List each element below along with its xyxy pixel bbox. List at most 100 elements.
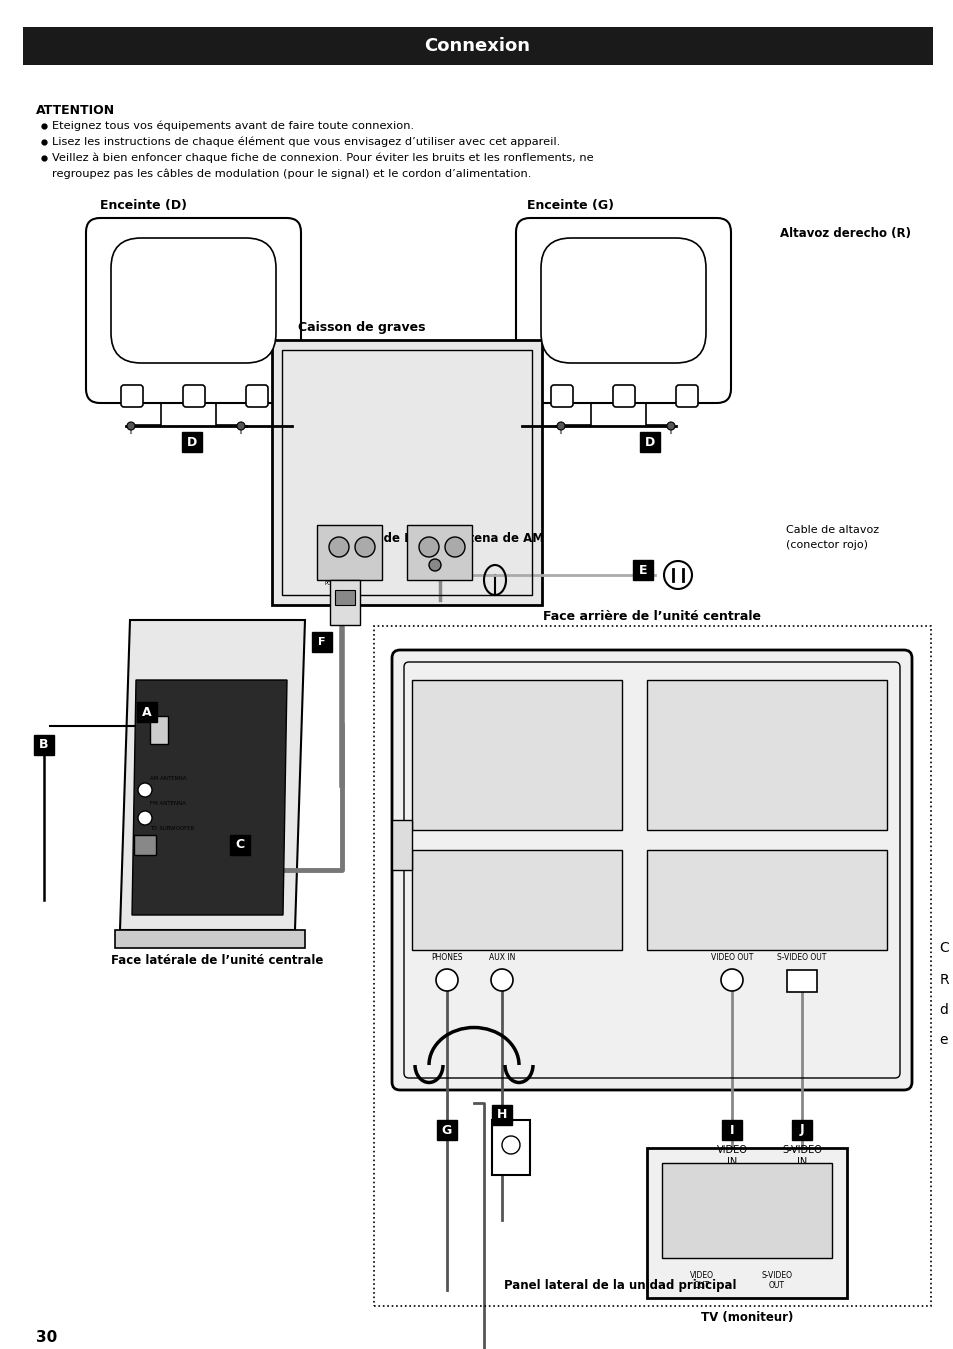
Text: On: On xyxy=(334,583,343,590)
Text: F: F xyxy=(318,637,325,648)
Text: B: B xyxy=(39,738,49,751)
Polygon shape xyxy=(132,680,287,915)
Bar xyxy=(150,716,168,745)
Circle shape xyxy=(444,537,464,557)
Text: (conector rojo): (conector rojo) xyxy=(785,540,867,550)
Text: G: G xyxy=(441,1124,452,1136)
FancyBboxPatch shape xyxy=(246,384,268,407)
Circle shape xyxy=(329,537,349,557)
Bar xyxy=(182,432,202,452)
Text: Panel lateral de la unidad principal: Panel lateral de la unidad principal xyxy=(503,1279,736,1291)
FancyBboxPatch shape xyxy=(111,237,275,363)
FancyBboxPatch shape xyxy=(551,384,573,407)
Bar xyxy=(330,580,359,625)
Text: J: J xyxy=(799,1124,803,1136)
FancyBboxPatch shape xyxy=(183,384,205,407)
Bar xyxy=(34,735,54,755)
Text: VIDEO
OUT: VIDEO OUT xyxy=(689,1271,713,1290)
Text: 30: 30 xyxy=(36,1330,57,1345)
Text: Face arrière de l’unité centrale: Face arrière de l’unité centrale xyxy=(543,610,760,622)
Text: S-VIDEO
OUT: S-VIDEO OUT xyxy=(760,1271,792,1290)
Circle shape xyxy=(138,782,152,797)
Circle shape xyxy=(429,558,440,571)
Bar xyxy=(115,929,305,948)
Bar xyxy=(374,626,930,1306)
Text: AM ANTENNA: AM ANTENNA xyxy=(150,776,187,781)
Text: E: E xyxy=(639,564,646,576)
Text: FM ANTENNA: FM ANTENNA xyxy=(150,801,186,805)
Text: VIDEO OUT: VIDEO OUT xyxy=(710,952,753,962)
Circle shape xyxy=(355,537,375,557)
Text: Face latérale de l’unité centrale: Face latérale de l’unité centrale xyxy=(112,954,323,966)
FancyBboxPatch shape xyxy=(121,384,143,407)
FancyBboxPatch shape xyxy=(613,384,635,407)
Text: A: A xyxy=(142,706,152,719)
Text: regroupez pas les câbles de modulation (pour le signal) et le cordon d’alimentat: regroupez pas les câbles de modulation (… xyxy=(52,169,531,179)
FancyBboxPatch shape xyxy=(676,384,698,407)
Bar xyxy=(407,525,472,580)
Text: AUX IN: AUX IN xyxy=(488,952,515,962)
FancyBboxPatch shape xyxy=(86,219,301,403)
Text: D: D xyxy=(644,436,655,448)
Polygon shape xyxy=(120,621,305,929)
Text: Veillez à bien enfoncer chaque fiche de connexion. Pour éviter les bruits et les: Veillez à bien enfoncer chaque fiche de … xyxy=(52,152,593,163)
Text: H: H xyxy=(497,1109,507,1121)
Bar xyxy=(492,1105,512,1125)
Text: S-VIDEO OUT: S-VIDEO OUT xyxy=(777,952,826,962)
Bar xyxy=(137,701,157,722)
Text: ATTENTION: ATTENTION xyxy=(36,104,115,116)
Text: Altavoz derecho (R): Altavoz derecho (R) xyxy=(780,227,910,240)
Bar xyxy=(282,349,532,595)
Bar xyxy=(646,1148,846,1298)
Bar xyxy=(316,525,381,580)
Bar xyxy=(646,680,886,830)
Text: C: C xyxy=(235,839,244,851)
Bar xyxy=(272,340,541,604)
Circle shape xyxy=(491,969,513,992)
Text: R: R xyxy=(938,973,948,987)
Bar xyxy=(230,835,250,855)
Text: Cable de altavoz: Cable de altavoz xyxy=(785,525,879,536)
Text: Eteignez tous vos équipements avant de faire toute connexion.: Eteignez tous vos équipements avant de f… xyxy=(52,121,414,131)
Circle shape xyxy=(720,969,742,992)
Text: d: d xyxy=(939,1004,947,1017)
Bar xyxy=(133,835,156,855)
Bar xyxy=(312,631,332,652)
Bar xyxy=(436,1120,456,1140)
Text: S-VIDEO
IN: S-VIDEO IN xyxy=(781,1145,821,1167)
Text: Caisson de graves: Caisson de graves xyxy=(297,321,425,335)
FancyBboxPatch shape xyxy=(540,237,705,363)
Bar xyxy=(392,820,412,870)
Bar xyxy=(721,1120,741,1140)
Text: OUT SPEAKERS: OUT SPEAKERS xyxy=(415,558,456,564)
Circle shape xyxy=(666,422,675,430)
Bar xyxy=(639,432,659,452)
Text: FROM MAIN: FROM MAIN xyxy=(325,558,356,564)
Text: Off: Off xyxy=(334,610,344,616)
Text: PHONES: PHONES xyxy=(431,952,462,962)
Circle shape xyxy=(557,422,564,430)
Text: VIDEO
IN: VIDEO IN xyxy=(716,1145,746,1167)
FancyBboxPatch shape xyxy=(516,219,730,403)
Bar xyxy=(633,560,652,580)
Text: C: C xyxy=(938,942,948,955)
Circle shape xyxy=(436,969,457,992)
Bar xyxy=(335,590,355,604)
Text: Antena de FM: Antena de FM xyxy=(332,532,423,545)
Bar xyxy=(23,27,932,65)
Text: e: e xyxy=(939,1033,947,1047)
Circle shape xyxy=(138,811,152,826)
Circle shape xyxy=(663,561,691,590)
Bar xyxy=(412,680,621,830)
Text: Lisez les instructions de chaque élément que vous envisagez d’utiliser avec cet : Lisez les instructions de chaque élément… xyxy=(52,136,559,147)
Text: I: I xyxy=(729,1124,734,1136)
Text: Enceinte (G): Enceinte (G) xyxy=(526,198,614,212)
Bar xyxy=(646,850,886,950)
Text: TO SUBWOOFER: TO SUBWOOFER xyxy=(150,826,194,831)
FancyBboxPatch shape xyxy=(392,650,911,1090)
Circle shape xyxy=(236,422,245,430)
Circle shape xyxy=(127,422,135,430)
Text: POWER: POWER xyxy=(325,581,345,585)
Bar xyxy=(492,1120,530,1175)
Text: Antena de AM: Antena de AM xyxy=(451,532,544,545)
